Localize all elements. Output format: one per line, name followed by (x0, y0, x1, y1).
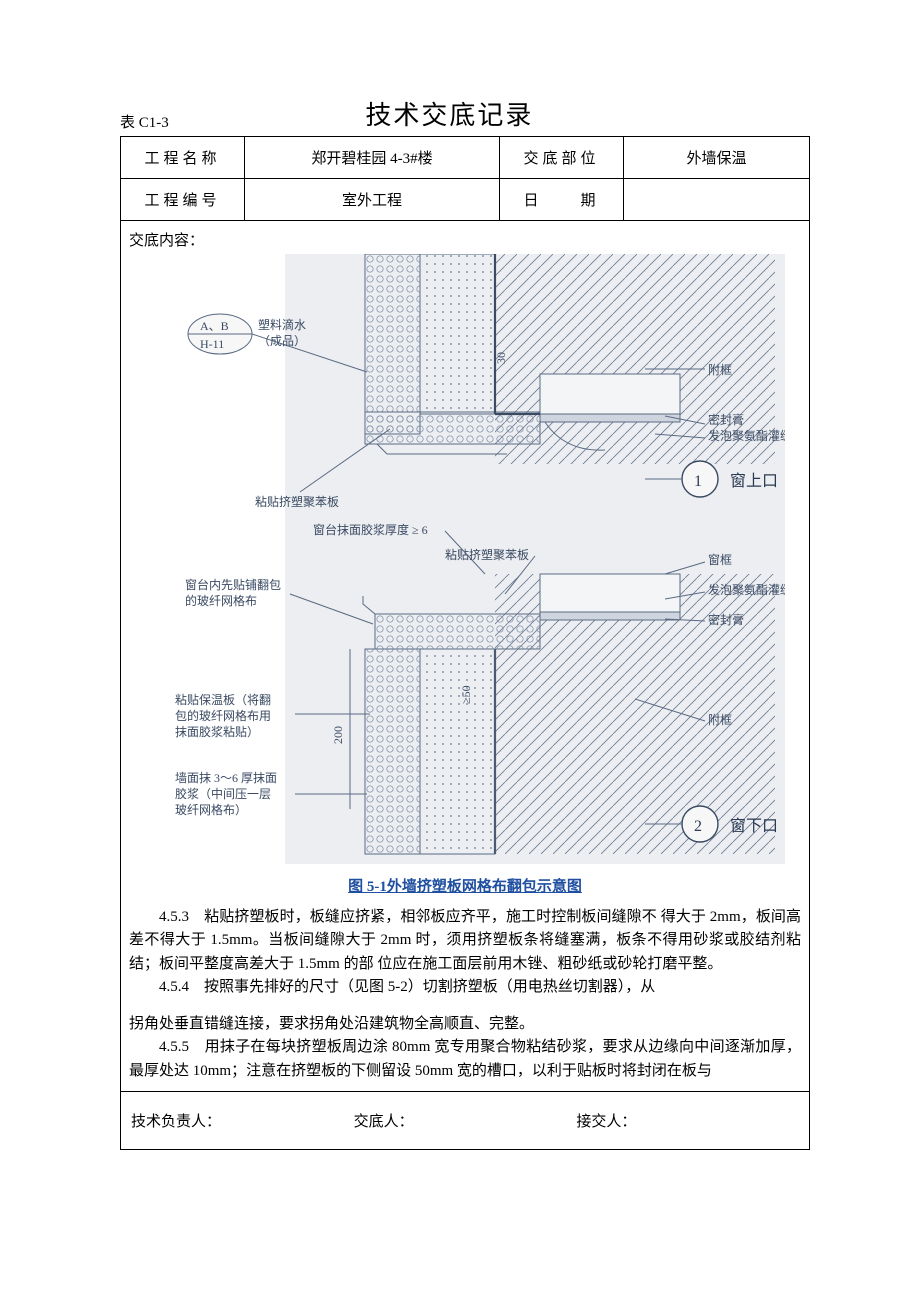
label-adhesive-board2: 粘贴挤塑聚苯板 (445, 547, 529, 562)
page-title: 技术交底记录 (169, 95, 730, 132)
label-drip-2: （成品） (258, 334, 306, 348)
diagram-caption: 图 5-1外墙挤塑板网格布翻包示意图 (129, 875, 801, 896)
cell-date-value (623, 179, 809, 221)
marker-1: 1 (694, 473, 702, 490)
bubble-code: A、B (200, 319, 229, 333)
dim-200: 200 (331, 726, 345, 744)
sig-tech-lead: 技术负责人： (131, 1110, 354, 1131)
cell-date-label: 日 期 (499, 179, 623, 221)
label-wall-1: 墙面抹 3～6 厚抹面 (175, 771, 277, 785)
label-window-frame: 窗框 (708, 553, 732, 567)
para-454b: 拐角处垂直错缝连接，要求拐角处沿建筑物全高顺直、完整。 (129, 1013, 801, 1036)
dim-50: ≥50 (459, 685, 473, 704)
para-454: 4.5.4 按照事先排好的尺寸（见图 5-2）切割挤塑板（用电热丝切割器），从 (129, 976, 801, 999)
diagram: 30 A、B H-11 塑料滴水 （成品） 附框 密封膏 发泡聚氨酯灌缝 1 (129, 254, 801, 869)
label-wall-3: 玻纤网格布） (175, 802, 247, 817)
label-stick-1: 粘贴保温板（将翻 (175, 692, 271, 707)
label-foam: 发泡聚氨酯灌缝 (708, 428, 785, 443)
label-sealant: 密封膏 (708, 412, 744, 427)
label-wall-2: 胶浆（中间压一层 (175, 786, 271, 801)
label-mesh-2: 的玻纤网格布 (185, 593, 257, 608)
label-attach-frame2: 附框 (708, 713, 732, 727)
body-text: 4.5.3 粘贴挤塑板时，板缝应挤紧，相邻板应齐平，施工时控制板间缝隙不 得大于… (129, 906, 801, 1083)
cell-location-label: 交底部位 (499, 137, 623, 179)
label-sealant2: 密封膏 (708, 612, 744, 627)
cell-location-value: 外墙保温 (623, 137, 809, 179)
label-adhesive-board: 粘贴挤塑聚苯板 (255, 494, 339, 509)
label-stick-3: 抹面胶浆粘贴） (175, 724, 259, 739)
content-box: 交底内容： (120, 221, 810, 1092)
cell-project-code-label: 工程编号 (121, 179, 245, 221)
label-attach-frame: 附框 (708, 363, 732, 377)
label-bottom-section: 窗下口 (730, 817, 778, 835)
cell-project-name-label: 工程名称 (121, 137, 245, 179)
cell-project-name-value: 郑开碧桂园 4-3#楼 (245, 137, 500, 179)
table-id: 表 C1-3 (120, 111, 169, 132)
table-row: 工程名称 郑开碧桂园 4-3#楼 交底部位 外墙保温 (121, 137, 810, 179)
marker-2: 2 (694, 818, 702, 835)
table-row: 工程编号 室外工程 日 期 (121, 179, 810, 221)
meta-table: 工程名称 郑开碧桂园 4-3#楼 交底部位 外墙保温 工程编号 室外工程 日 期 (120, 136, 810, 221)
content-heading: 交底内容： (129, 229, 801, 250)
label-foam2: 发泡聚氨酯灌缝 (708, 582, 785, 597)
cell-project-code-value: 室外工程 (245, 179, 500, 221)
label-stick-2: 包的玻纤网格布用 (175, 708, 271, 723)
signature-row: 技术负责人： 交底人： 接交人： (120, 1092, 810, 1150)
bubble-ref: H-11 (200, 337, 224, 351)
label-top-section: 窗上口 (730, 472, 778, 490)
dim-30: 30 (494, 352, 508, 364)
sig-received-by: 接交人： (576, 1110, 799, 1131)
label-drip-1: 塑料滴水 (258, 317, 306, 332)
para-453: 4.5.3 粘贴挤塑板时，板缝应挤紧，相邻板应齐平，施工时控制板间缝隙不 得大于… (129, 906, 801, 976)
label-sill-mortar: 窗台抹面胶浆厚度 ≥ 6 (313, 522, 428, 537)
label-mesh-1: 窗台内先贴铺翻包 (185, 577, 281, 592)
para-455: 4.5.5 用抹子在每块挤塑板周边涂 80mm 宽专用聚合物粘结砂浆，要求从边缘… (129, 1036, 801, 1083)
sig-disclosed-by: 交底人： (354, 1110, 577, 1131)
